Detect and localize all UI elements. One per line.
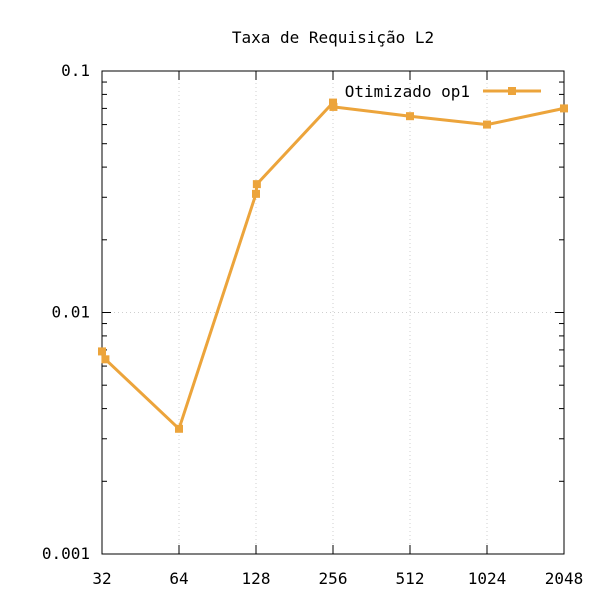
y-tick-label: 0.1 bbox=[61, 61, 90, 80]
x-axis: 32 64 128 256 512 1024 2048 bbox=[92, 71, 583, 588]
data-point bbox=[329, 98, 337, 107]
series-group bbox=[98, 98, 568, 433]
data-point bbox=[98, 347, 106, 356]
data-point bbox=[252, 189, 260, 198]
x-tick-label: 256 bbox=[319, 569, 348, 588]
x-tick-label: 2048 bbox=[545, 569, 584, 588]
grid bbox=[101, 70, 565, 555]
x-tick-label: 1024 bbox=[468, 569, 507, 588]
series-line bbox=[100, 101, 565, 431]
x-tick-label: 512 bbox=[396, 569, 425, 588]
data-point bbox=[101, 355, 110, 364]
x-tick-label: 64 bbox=[169, 569, 188, 588]
legend-entry-label: Otimizado op1 bbox=[345, 82, 470, 101]
y-axis: 0.001 0.01 0.1 bbox=[42, 61, 564, 563]
data-point bbox=[252, 180, 261, 189]
data-point bbox=[560, 104, 568, 113]
y-tick-label: 0.01 bbox=[51, 303, 90, 322]
legend-marker-sample bbox=[508, 87, 516, 95]
legend: Otimizado op1 bbox=[345, 82, 541, 101]
data-point bbox=[406, 112, 414, 121]
chart-title: Taxa de Requisição L2 bbox=[232, 28, 434, 47]
x-tick-label: 128 bbox=[242, 569, 271, 588]
y-tick-label: 0.001 bbox=[42, 544, 90, 563]
data-point bbox=[175, 424, 183, 433]
data-point bbox=[483, 120, 491, 129]
x-tick-label: 32 bbox=[92, 569, 111, 588]
data-point bbox=[329, 102, 338, 111]
